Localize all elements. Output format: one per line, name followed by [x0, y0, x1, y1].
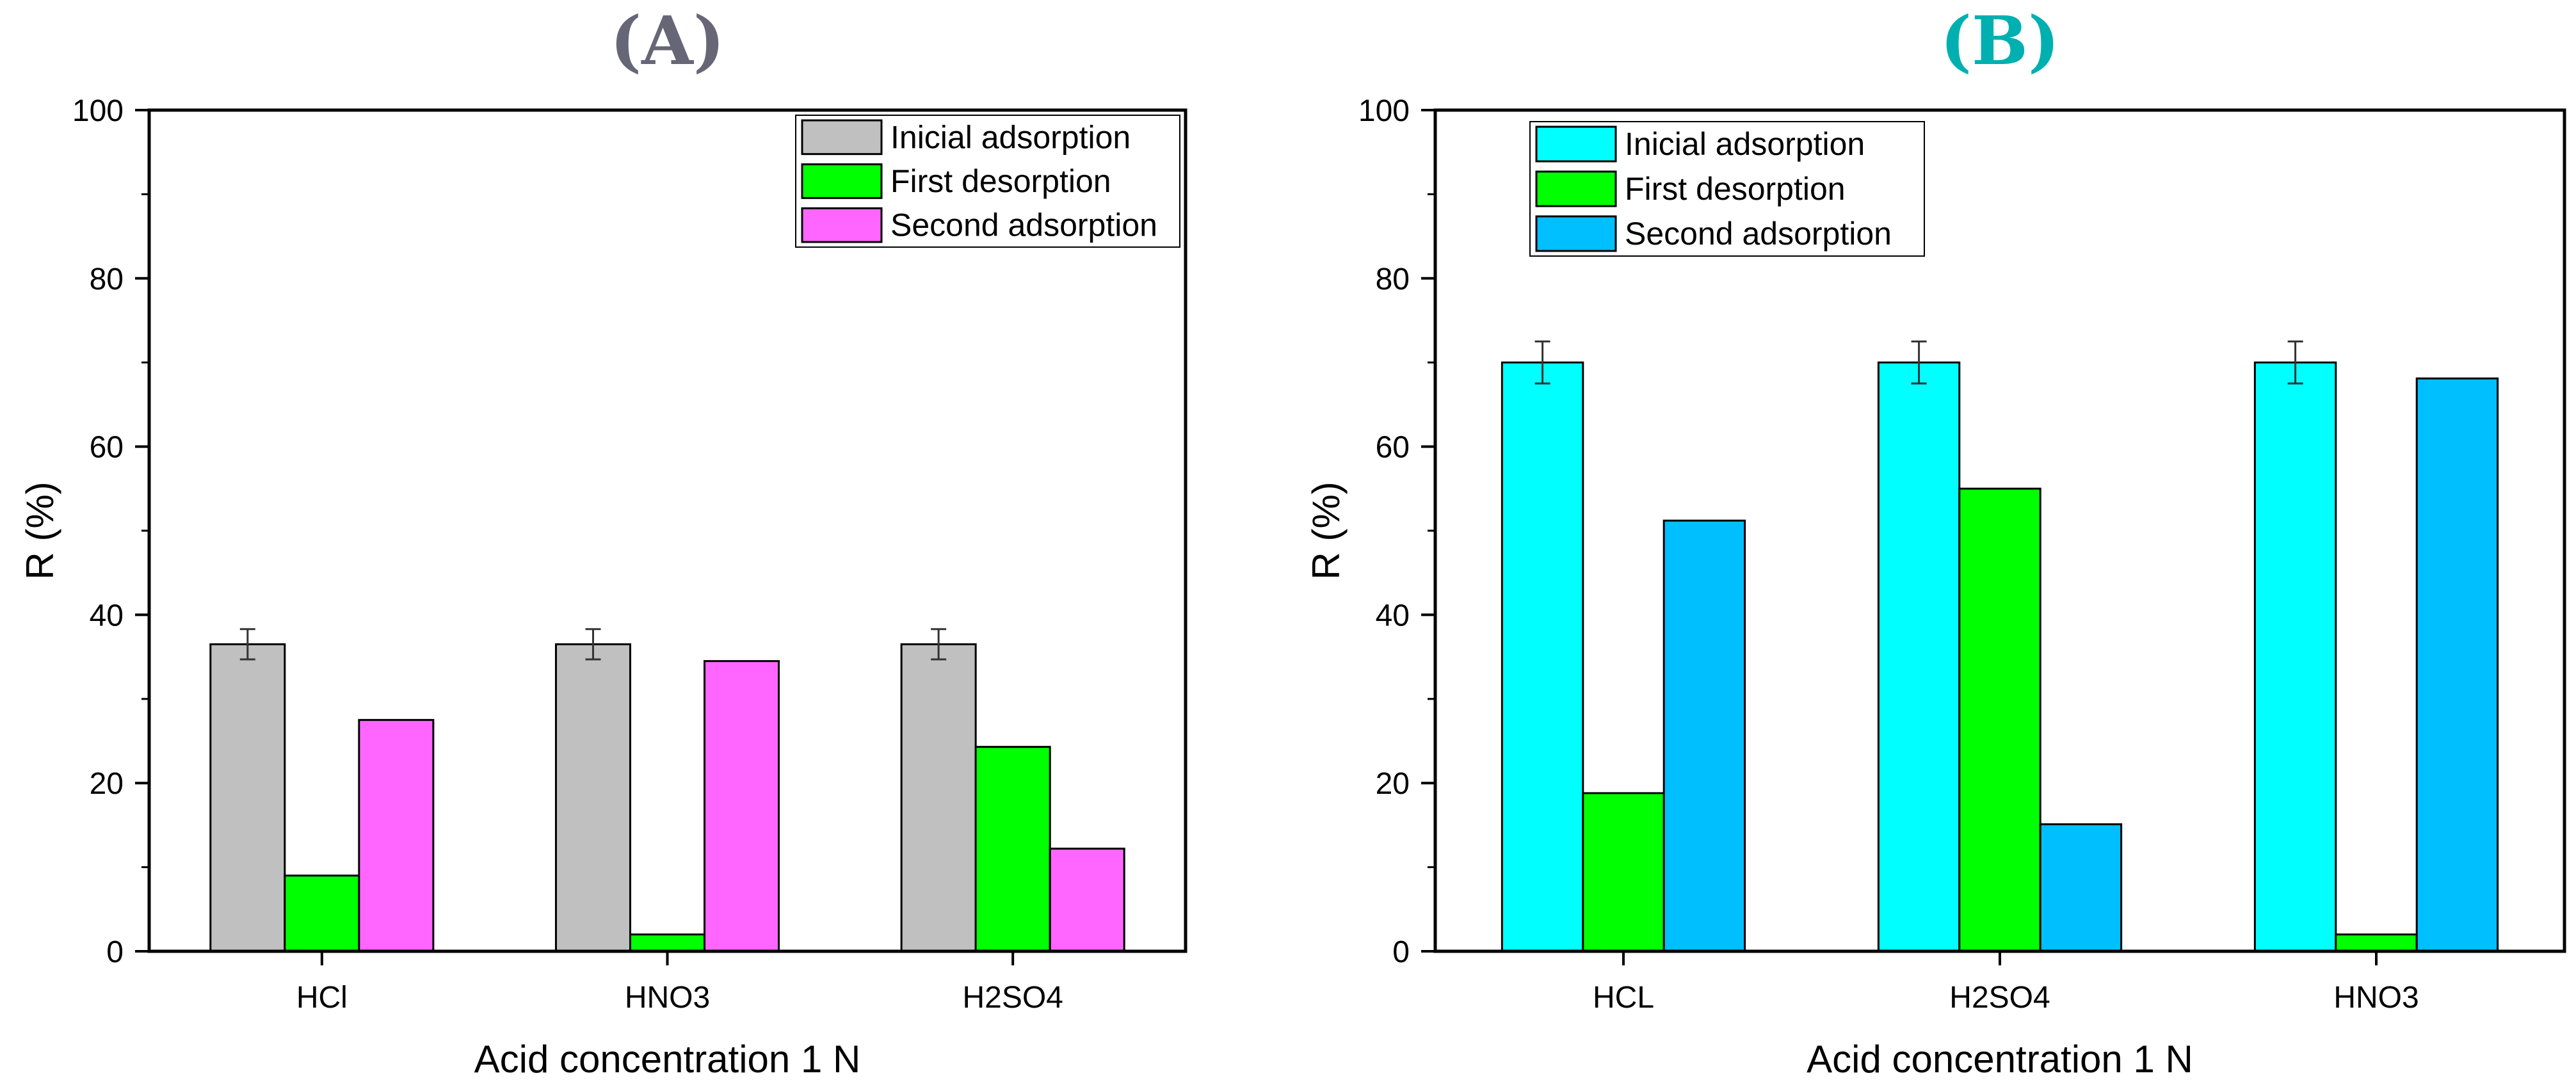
- legend-swatch: [1535, 170, 1617, 207]
- y-tick-label: 80: [90, 262, 124, 296]
- error-bar-hno3: [585, 628, 601, 661]
- x-axis-title: Acid concentration 1 N: [474, 1038, 861, 1081]
- legend-label: Inicial adsorption: [1625, 126, 1865, 162]
- x-tick-label: HCL: [1593, 981, 1654, 1015]
- y-tick-label: 100: [72, 94, 124, 128]
- legend-swatch: [801, 119, 883, 156]
- legend-swatch: [1535, 215, 1617, 252]
- x-axis-title: Acid concentration 1 N: [1807, 1038, 2193, 1081]
- bar-second-adsorption-h2so4: [1049, 848, 1125, 953]
- x-tick-label: HNO3: [625, 981, 710, 1015]
- x-tick-label: H2SO4: [962, 981, 1063, 1015]
- y-axis-title: R (%): [1305, 481, 1348, 579]
- legend: Inicial adsorption First desorption Second…: [795, 115, 1180, 248]
- y-axis-title: R (%): [19, 481, 61, 579]
- bar-inicial-adsorption-hcl: [1501, 361, 1584, 953]
- y-tick-label: 60: [90, 431, 124, 465]
- bar-inicial-adsorption-hcl: [209, 643, 286, 953]
- error-bar-h2so4: [1911, 340, 1927, 385]
- legend-swatch: [801, 207, 883, 243]
- error-bar-hcl: [1534, 340, 1550, 385]
- chart-panel-b: (B) HCL H2SO4 HNO3 0 20 40 60 80 100 Acid concentr…: [1305, 1, 2566, 1081]
- y-tick-label: 40: [90, 599, 124, 632]
- bar-first-desorption-hcl: [284, 874, 360, 953]
- bar-second-adsorption-h2so4: [2039, 823, 2123, 953]
- x-tick-label: H2SO4: [1949, 981, 2050, 1015]
- legend-label: First desorption: [890, 163, 1111, 199]
- y-tick-label: 20: [90, 767, 124, 801]
- bar-inicial-adsorption-h2so4: [1877, 361, 1961, 953]
- legend-label: Second adsorption: [890, 207, 1157, 243]
- legend-label: Second adsorption: [1625, 216, 1892, 252]
- legend-label: First desorption: [1625, 171, 1846, 207]
- bar-second-adsorption-hno3: [704, 660, 780, 953]
- bar-inicial-adsorption-h2so4: [900, 643, 977, 953]
- bar-second-adsorption-hcl: [1662, 519, 1746, 953]
- bar-first-desorption-hno3: [629, 933, 706, 953]
- y-tick-label: 40: [1376, 599, 1410, 632]
- legend: Inicial adsorption First desorption Second…: [1529, 121, 1925, 257]
- y-tick-label: 0: [106, 935, 124, 969]
- chart-panel-a: (A) HCl HNO3 H2SO4 0 20 40 60 80 100 Acid concentr…: [19, 1, 1187, 1081]
- error-bar-hcl: [239, 628, 255, 661]
- bar-first-desorption-h2so4: [1958, 487, 2041, 953]
- y-tick-label: 80: [1376, 262, 1410, 296]
- plot-frame: [1433, 108, 2566, 953]
- bar-first-desorption-hno3: [2335, 933, 2418, 953]
- plot-frame: [147, 108, 1187, 953]
- panel-label: (A): [610, 1, 725, 80]
- legend-label: Inicial adsorption: [890, 119, 1131, 155]
- bar-inicial-adsorption-hno3: [554, 643, 631, 953]
- x-tick-label: HNO3: [2333, 981, 2419, 1015]
- bar-second-adsorption-hno3: [2415, 377, 2499, 953]
- bar-second-adsorption-hcl: [358, 719, 435, 953]
- error-bar-hno3: [2287, 340, 2303, 385]
- x-tick-label: HCl: [296, 981, 348, 1015]
- y-tick-label: 0: [1392, 935, 1410, 969]
- bar-inicial-adsorption-hno3: [2253, 361, 2337, 953]
- y-tick-label: 100: [1358, 94, 1410, 128]
- y-tick-label: 20: [1376, 767, 1410, 801]
- legend-swatch: [801, 163, 883, 199]
- bar-first-desorption-h2so4: [974, 746, 1051, 953]
- panel-label: (B): [1940, 1, 2059, 80]
- error-bar-h2so4: [931, 628, 947, 661]
- y-tick-label: 60: [1376, 431, 1410, 465]
- bar-first-desorption-hcl: [1582, 792, 1665, 953]
- legend-swatch: [1535, 125, 1617, 163]
